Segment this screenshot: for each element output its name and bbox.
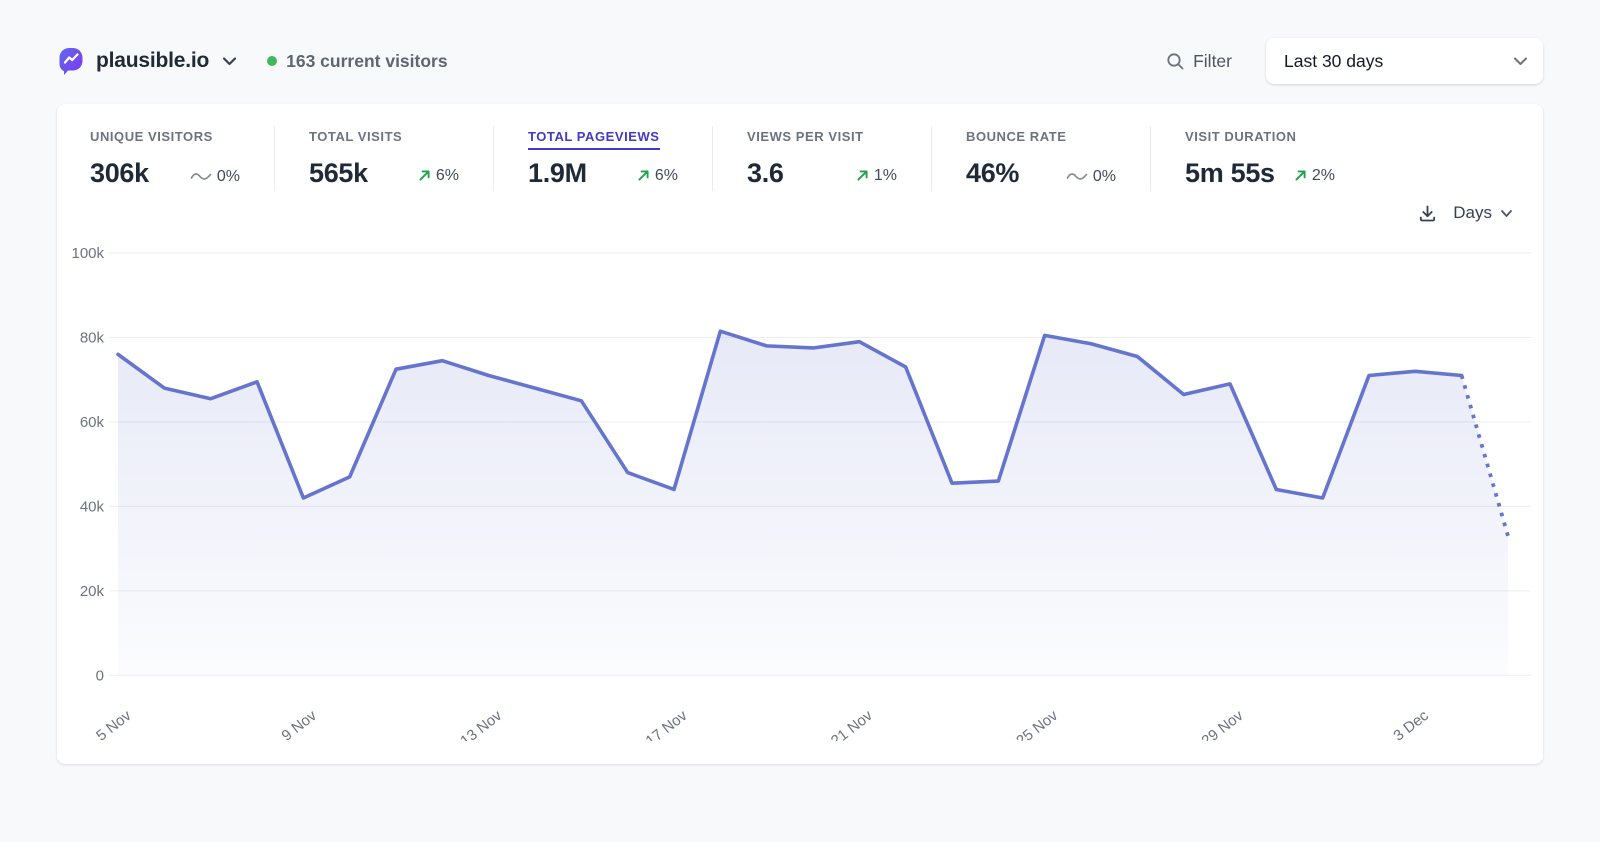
metric-views-per-visit[interactable]: VIEWS PER VISIT 3.6 1%: [712, 126, 931, 191]
green-dot: [267, 56, 278, 66]
pageviews-chart[interactable]: 0 20k 40k 60k 80k 100k 5 Nov 9 Nov 13 Nov 17 Nov 2…: [69, 233, 1531, 741]
svg-text:20k: 20k: [80, 583, 105, 600]
x-axis-labels: 5 Nov 9 Nov 13 Nov 17 Nov 21 Nov 25 Nov 29 Nov…: [93, 707, 1432, 742]
site-switcher[interactable]: plausible.io: [57, 46, 237, 76]
metric-total-visits[interactable]: TOTAL VISITS 565k 6%: [274, 126, 493, 191]
metrics-row: UNIQUE VISITORS 306k 0% TOTAL VISITS 565…: [69, 126, 1531, 191]
metric-change: 2%: [1294, 167, 1335, 185]
svg-text:60k: 60k: [80, 414, 105, 431]
metric-visit-duration[interactable]: VISIT DURATION 5m 55s 2%: [1150, 126, 1369, 191]
current-visitors[interactable]: 163 current visitors: [267, 50, 448, 72]
metric-change: 1%: [856, 167, 897, 185]
metric-value: 306k: [90, 158, 149, 188]
svg-text:100k: 100k: [71, 245, 104, 262]
arrow-up-right-icon: [857, 170, 868, 181]
chevron-down-icon: [1513, 56, 1528, 66]
svg-text:29 Nov: 29 Nov: [1199, 707, 1247, 742]
metric-change: 0%: [1066, 168, 1116, 186]
export-button[interactable]: [1417, 203, 1438, 224]
svg-text:25 Nov: 25 Nov: [1013, 707, 1061, 742]
filter-button[interactable]: Filter: [1160, 50, 1238, 73]
metric-label: VISIT DURATION: [1185, 129, 1297, 144]
svg-text:9 Nov: 9 Nov: [278, 707, 320, 742]
arrow-up-right-icon: [1295, 170, 1306, 181]
filter-label: Filter: [1193, 50, 1232, 71]
svg-text:80k: 80k: [80, 329, 105, 346]
interval-label: Days: [1453, 203, 1492, 222]
site-name[interactable]: plausible.io: [96, 49, 210, 72]
metric-unique-visitors[interactable]: UNIQUE VISITORS 306k 0%: [81, 126, 274, 191]
metric-value: 3.6: [747, 158, 784, 188]
svg-text:40k: 40k: [80, 498, 105, 515]
metric-value: 5m 55s: [1185, 158, 1275, 188]
date-range-select[interactable]: Last 30 days: [1266, 38, 1543, 84]
trend-line-incomplete: [1459, 374, 1510, 537]
metric-value: 1.9M: [528, 158, 587, 188]
analytics-card: UNIQUE VISITORS 306k 0% TOTAL VISITS 565…: [57, 104, 1543, 764]
metric-label: BOUNCE RATE: [966, 129, 1067, 144]
metric-change: 0%: [190, 168, 240, 186]
metric-label: TOTAL PAGEVIEWS: [528, 129, 660, 150]
metric-label: TOTAL VISITS: [309, 129, 403, 144]
wave-icon: [190, 173, 212, 180]
trend-line: [116, 329, 1464, 500]
metric-label: VIEWS PER VISIT: [747, 129, 864, 144]
svg-text:3 Dec: 3 Dec: [1390, 707, 1432, 742]
metric-total-pageviews[interactable]: TOTAL PAGEVIEWS 1.9M 6%: [493, 126, 712, 191]
current-visitors-label: 163 current visitors: [286, 50, 448, 71]
topbar: plausible.io 163 current visitors Filter…: [57, 36, 1543, 86]
date-range-value: Last 30 days: [1284, 50, 1384, 71]
metric-bounce-rate[interactable]: BOUNCE RATE 46% 0%: [931, 126, 1150, 191]
y-axis-labels: 0 20k 40k 60k 80k 100k: [71, 245, 104, 684]
plausible-logo: [57, 46, 85, 76]
metric-value: 565k: [309, 158, 368, 188]
arrow-up-right-icon: [419, 170, 430, 181]
wave-icon: [1066, 173, 1088, 180]
svg-text:17 Nov: 17 Nov: [643, 707, 691, 742]
interval-dropdown[interactable]: Days: [1453, 203, 1513, 223]
arrow-up-right-icon: [638, 170, 649, 181]
metric-value: 46%: [966, 158, 1020, 188]
chevron-down-icon[interactable]: [222, 56, 237, 66]
search-icon: [1166, 52, 1185, 71]
svg-text:13 Nov: 13 Nov: [457, 707, 505, 742]
metric-change: 6%: [418, 167, 459, 185]
chevron-down-icon: [1500, 209, 1513, 218]
metric-change: 6%: [637, 167, 678, 185]
download-icon: [1417, 203, 1438, 224]
svg-text:0: 0: [96, 667, 104, 684]
area-fill: [118, 331, 1508, 676]
svg-text:21 Nov: 21 Nov: [828, 707, 876, 742]
metric-label: UNIQUE VISITORS: [90, 129, 213, 144]
chart-controls: Days: [69, 193, 1531, 233]
svg-text:5 Nov: 5 Nov: [93, 707, 135, 742]
